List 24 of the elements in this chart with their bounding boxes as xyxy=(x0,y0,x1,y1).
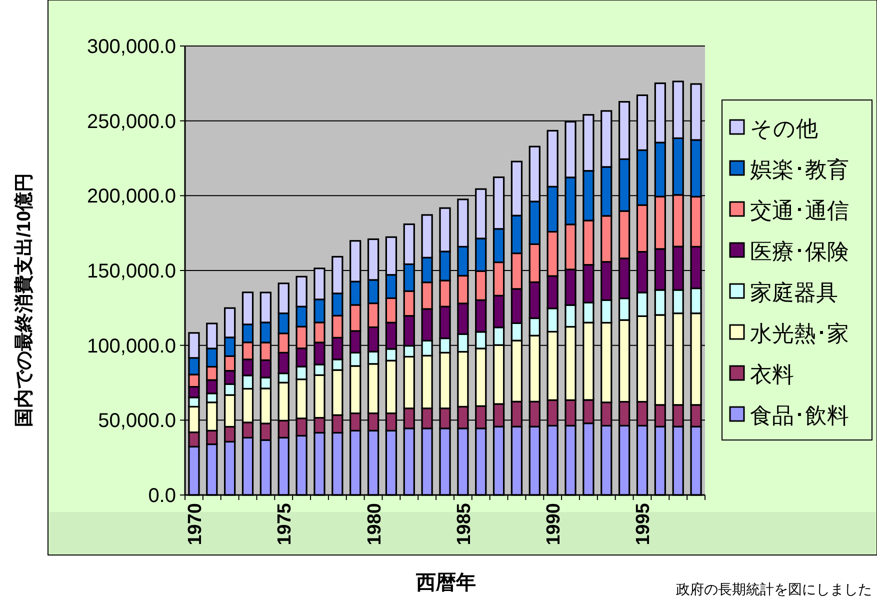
y-tick-label: 200,000.0 xyxy=(87,186,176,208)
x-tick-label: 1975 xyxy=(274,502,296,546)
y-tick-label: 250,000.0 xyxy=(87,110,176,133)
y-tick-label: 0.0 xyxy=(148,485,176,507)
legend-label: 水光熱･家 xyxy=(750,321,849,346)
x-tick-label: 1980 xyxy=(364,503,386,546)
legend-label: 交通･通信 xyxy=(750,198,849,223)
y-tick-label: 300,000.0 xyxy=(87,36,176,58)
y-tick-label: 50,000.0 xyxy=(98,410,176,432)
legend-label: 食品･飲料 xyxy=(750,403,849,428)
y-axis-title: 国内での最終消費支出/10億円 xyxy=(13,172,35,428)
x-tick-label: 1995 xyxy=(633,502,654,546)
y-tick-label: 150,000.0 xyxy=(87,260,176,282)
legend-label: その他 xyxy=(750,116,818,141)
x-axis-title: 西暦年 xyxy=(415,572,476,594)
text: 政府の長期統計を図にしました xyxy=(676,581,872,597)
x-tick-label: 1985 xyxy=(454,502,475,546)
x-tick-label: 1970 xyxy=(184,503,206,546)
legend-label: 家庭器具 xyxy=(750,280,838,305)
y-tick-label: 100,000.0 xyxy=(87,335,176,358)
legend-label: 医療･保険 xyxy=(750,239,849,264)
legend-label: 娯楽･教育 xyxy=(750,157,849,182)
x-tick-label: 1990 xyxy=(544,503,565,546)
legend-label: 衣料 xyxy=(750,362,794,387)
